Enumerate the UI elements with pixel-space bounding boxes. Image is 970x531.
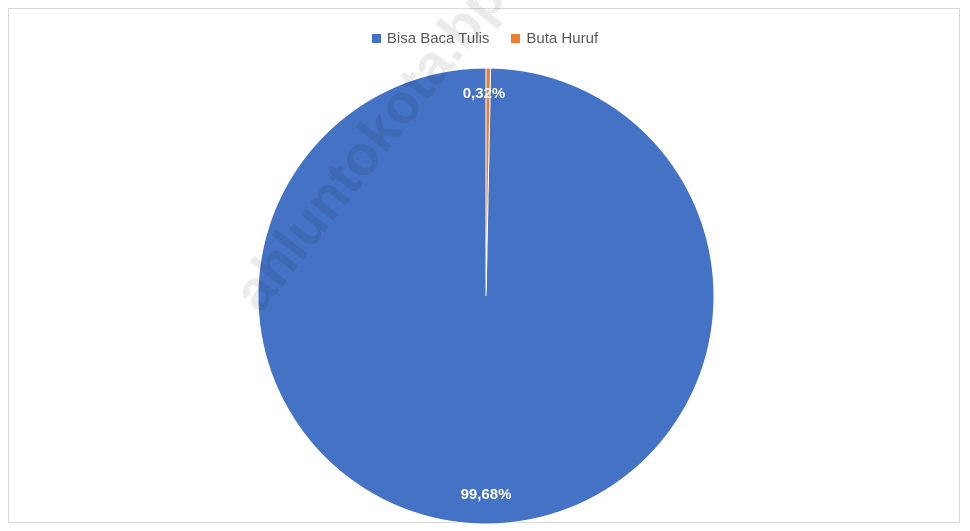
legend-item-buta-huruf: Buta Huruf — [511, 30, 598, 47]
legend-label-bisa-baca-tulis: Bisa Baca Tulis — [386, 30, 490, 47]
pie-slice-buta-huruf — [485, 67, 492, 297]
legend-swatch-bisa-baca-tulis — [371, 34, 381, 43]
legend-swatch-buta-huruf — [511, 34, 521, 43]
legend-item-bisa-baca-tulis: Bisa Baca Tulis — [371, 30, 490, 47]
legend-label-buta-huruf: Buta Huruf — [526, 30, 599, 47]
chart-legend: Bisa Baca Tulis Buta Huruf — [0, 30, 970, 47]
data-label-bisa-baca-tulis: 99,68% — [461, 486, 512, 503]
data-label-buta-huruf: 0,32% — [463, 85, 506, 102]
